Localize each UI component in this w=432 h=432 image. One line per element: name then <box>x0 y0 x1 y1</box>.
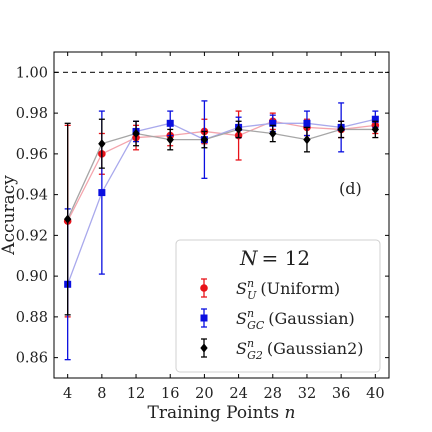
legend-box <box>175 239 381 373</box>
marker <box>200 135 209 145</box>
legend-label: Sn GC (Gaussian) <box>236 307 355 332</box>
marker <box>303 119 311 127</box>
marker <box>303 135 311 145</box>
data-point <box>166 128 174 151</box>
marker <box>166 119 174 127</box>
x-tick-label: 32 <box>298 386 316 402</box>
plot-frame <box>53 51 390 379</box>
y-tick-label: 0.90 <box>16 269 48 285</box>
legend-title: N = 12 <box>239 246 310 270</box>
data-point <box>337 120 345 139</box>
legend-label: Sn G2 (Gaussian2) <box>236 337 364 362</box>
marker <box>337 124 345 135</box>
data-point <box>234 120 243 139</box>
marker <box>63 214 72 224</box>
x-tick-label: 24 <box>229 386 247 402</box>
data-point <box>371 120 380 139</box>
marker <box>132 128 140 139</box>
panel-annotation: (d) <box>339 179 362 198</box>
marker <box>234 124 243 135</box>
legend-entry: Sn U (Uniform) <box>200 277 340 302</box>
legend-marker <box>200 284 208 292</box>
series-line-1 <box>67 118 376 285</box>
marker <box>98 189 106 197</box>
data-point <box>132 120 140 147</box>
data-point <box>303 126 311 153</box>
series-line-2 <box>67 128 376 220</box>
y-tick-label: 0.98 <box>16 106 48 122</box>
marker <box>269 119 277 127</box>
data-point <box>269 124 277 143</box>
data-point <box>98 118 106 169</box>
marker <box>371 124 380 135</box>
y-tick-label: 0.86 <box>16 351 48 367</box>
y-tick-label: 0.94 <box>16 188 48 204</box>
legend: N = 12 Sn U (Uniform) Sn GC (Gaussian) Sn G2 (Gau… <box>175 239 381 373</box>
y-tick-label: 0.92 <box>16 228 48 244</box>
x-tick-label: 4 <box>63 386 72 402</box>
y-axis-title: Accuracy <box>0 175 19 256</box>
marker <box>166 135 174 145</box>
legend-entry: Sn GC (Gaussian) <box>200 307 355 332</box>
data-point <box>63 122 72 316</box>
marker <box>269 128 277 139</box>
y-tick-label: 0.88 <box>16 310 48 326</box>
data-point <box>200 130 209 149</box>
x-tick-label: 40 <box>366 386 384 402</box>
x-tick-label: 16 <box>161 386 179 402</box>
y-tick-label: 1.00 <box>16 65 48 81</box>
legend-label: Sn U (Uniform) <box>236 277 340 302</box>
x-axis-title: Training Points n <box>148 403 296 423</box>
marker <box>98 139 106 149</box>
x-tick-label: 36 <box>332 386 350 402</box>
legend-marker <box>200 314 208 322</box>
y-tick-label: 0.96 <box>16 147 48 163</box>
marker <box>371 115 379 123</box>
x-tick-label: 12 <box>127 386 145 402</box>
x-tick-label: 20 <box>195 386 213 402</box>
legend-entry: Sn G2 (Gaussian2) <box>200 337 364 362</box>
legend-marker <box>200 343 208 353</box>
x-tick-label: 8 <box>97 386 106 402</box>
x-tick-label: 28 <box>264 386 282 402</box>
